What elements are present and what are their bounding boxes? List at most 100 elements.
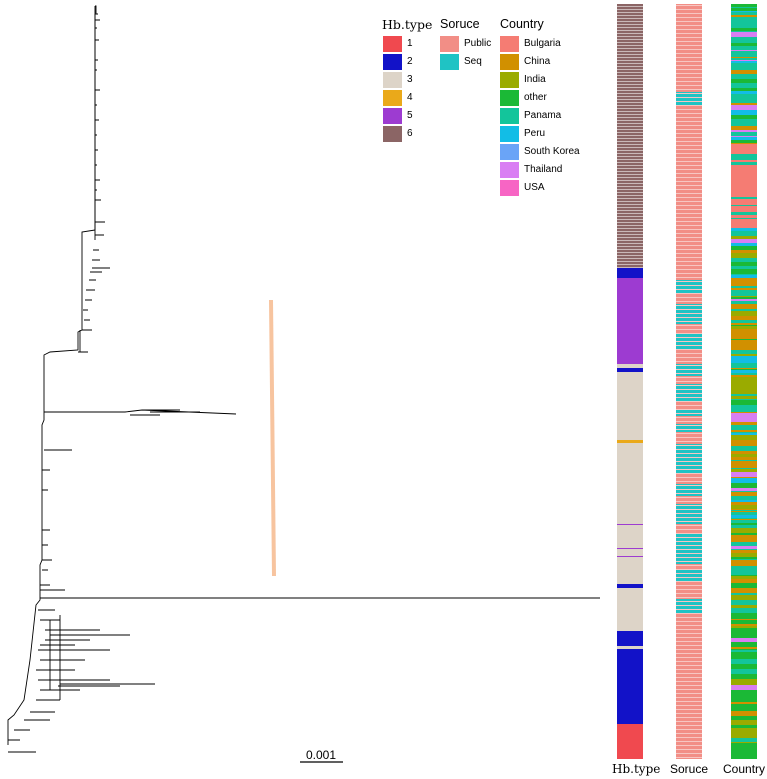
legend-swatch: [500, 54, 519, 70]
strip-band: [676, 29, 702, 30]
column-label-source: Soruce: [670, 762, 709, 776]
strip-band: [731, 535, 757, 538]
strip-band: [676, 353, 702, 354]
legend-label: Thailand: [524, 164, 563, 175]
strip-band: [731, 685, 757, 690]
strip-band: [731, 525, 757, 528]
strip-band: [731, 31, 757, 32]
strip-band: [731, 595, 757, 600]
strip-band: [731, 282, 757, 286]
strip-band: [617, 524, 643, 525]
strip-band: [676, 657, 702, 658]
strip-band: [731, 660, 757, 664]
strip-band: [617, 372, 643, 440]
strip-band: [731, 158, 757, 160]
legend-swatch: [500, 180, 519, 196]
strip-band: [731, 647, 757, 649]
strip-band: [617, 69, 643, 70]
strip-band: [731, 340, 757, 345]
strip-band: [731, 755, 757, 757]
strip-band: [676, 749, 702, 750]
strip-band: [676, 301, 702, 302]
strip-band: [731, 546, 757, 549]
strip-band: [731, 46, 757, 50]
strip-band: [676, 53, 702, 54]
strip-band: [676, 105, 702, 106]
strip-band: [731, 295, 757, 296]
strip-band: [731, 557, 757, 559]
strip-band: [731, 443, 757, 446]
strip-band: [676, 737, 702, 738]
strip-band: [617, 174, 643, 175]
strip-band: [731, 509, 757, 510]
strip-band: [676, 109, 702, 110]
strip-band: [731, 132, 757, 133]
strip-band: [731, 348, 757, 350]
strip-band: [731, 664, 757, 669]
strip-band: [617, 201, 643, 202]
strip-band: [676, 633, 702, 634]
strip-band: [731, 496, 757, 500]
strip-band: [617, 81, 643, 82]
strip-band: [676, 121, 702, 122]
strip-band: [676, 201, 702, 202]
strip-band: [731, 8, 757, 11]
strip-band: [676, 373, 702, 374]
strip-band: [731, 522, 757, 523]
strip-band: [731, 505, 757, 509]
strip-band: [676, 409, 702, 410]
strip-band: [676, 369, 702, 370]
strip-band: [731, 243, 757, 246]
strip-band: [731, 432, 757, 433]
strip-band: [676, 9, 702, 10]
strip-band: [731, 669, 757, 674]
strip-band: [731, 299, 757, 301]
strip-band: [731, 649, 757, 650]
strip-band: [676, 673, 702, 674]
strip-band: [731, 433, 757, 435]
strip-band: [617, 249, 643, 250]
strip-band: [676, 481, 702, 482]
strip-band: [676, 685, 702, 686]
strip-band: [731, 616, 757, 619]
strip-band: [676, 189, 702, 190]
strip-band: [731, 317, 757, 320]
strip-band: [731, 266, 757, 269]
strip-band: [676, 92, 702, 106]
strip-band: [676, 629, 702, 630]
legend-label: Public: [464, 38, 492, 49]
strip-band: [617, 87, 643, 88]
strip-band: [731, 386, 757, 388]
strip-band: [617, 228, 643, 229]
strip-band: [731, 149, 757, 150]
strip-band: [617, 162, 643, 163]
strip-band: [617, 724, 643, 759]
strip-band: [676, 397, 702, 398]
strip-band: [731, 269, 757, 274]
strip-band: [731, 38, 757, 43]
strip-band: [731, 678, 757, 679]
strip-band: [676, 97, 702, 98]
strip-band: [617, 21, 643, 22]
strip-band: [617, 150, 643, 151]
strip-band: [676, 313, 702, 314]
strip-band: [731, 435, 757, 440]
strip-band: [617, 96, 643, 97]
strip-band: [731, 4, 757, 7]
legend-label: 3: [407, 74, 413, 85]
strip-band: [676, 349, 702, 350]
strip-band: [731, 550, 757, 553]
strip-band: [731, 170, 757, 173]
strip-band: [731, 162, 757, 165]
strip-band: [676, 57, 702, 58]
strip-band: [676, 321, 702, 322]
strip-band: [676, 725, 702, 726]
strip-band: [731, 377, 757, 382]
strip-band: [676, 541, 702, 542]
strip-band: [676, 705, 702, 706]
column-label-country: Country: [723, 762, 766, 776]
strip-band: [617, 225, 643, 226]
strip-band: [731, 700, 757, 702]
strip-band: [731, 329, 757, 334]
